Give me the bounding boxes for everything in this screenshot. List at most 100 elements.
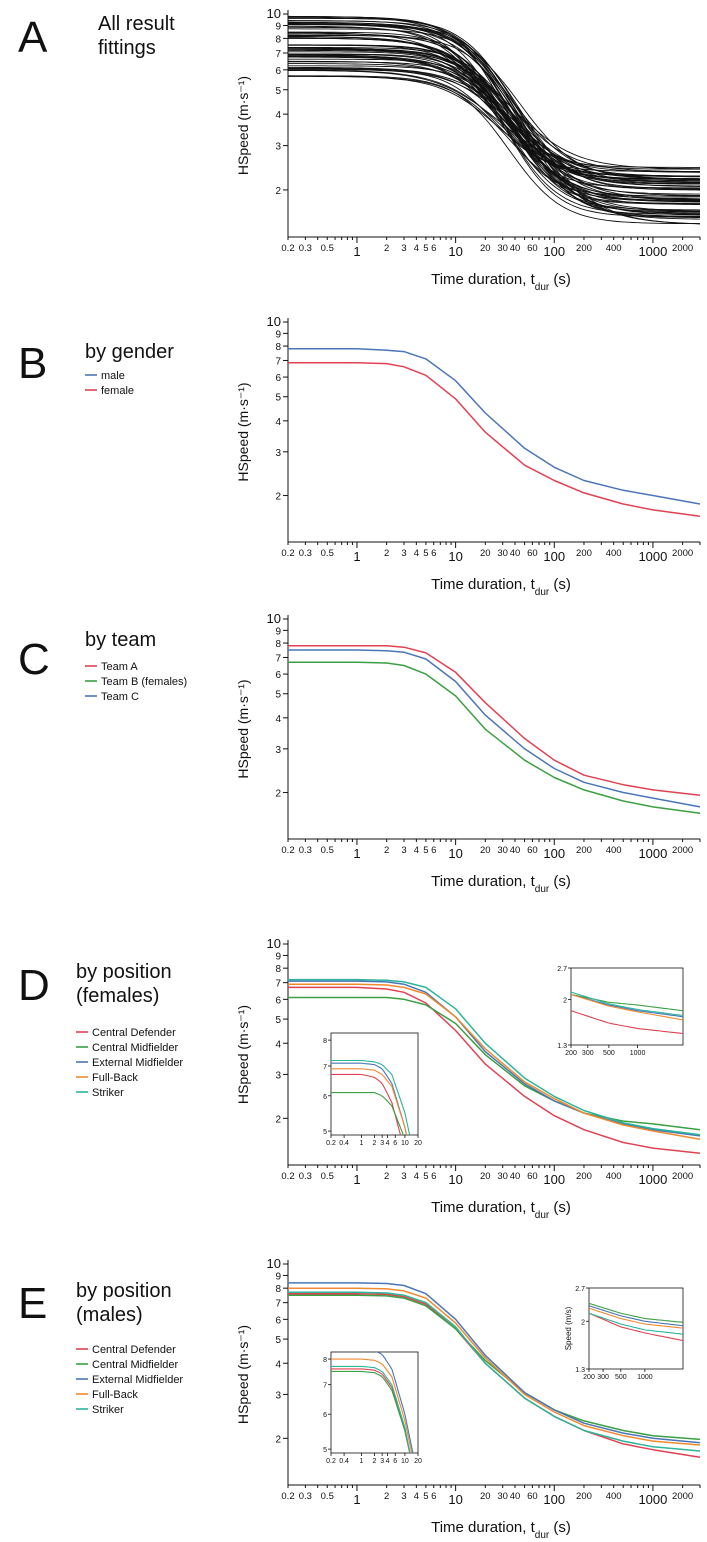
x-tick-label: 0.5 <box>321 1171 334 1182</box>
y-tick-label: 8 <box>275 964 281 975</box>
x-tick-label: 1000 <box>638 846 667 861</box>
y-tick-label: 7 <box>275 653 281 664</box>
inset-x-tick-label: 10 <box>401 1458 409 1465</box>
inset-y-label: Speed (m/s) <box>564 1306 573 1350</box>
y-tick-label: 2 <box>275 1114 281 1125</box>
y-axis-label: HSpeed (m·s⁻¹) <box>235 1325 251 1424</box>
x-tick-label: 0.2 <box>281 1171 294 1182</box>
y-tick-label: 3 <box>275 1390 281 1401</box>
inset-frame <box>570 967 684 1046</box>
x-tick-label: 4 <box>414 1491 419 1502</box>
x-tick-label: 2 <box>384 845 389 856</box>
inset-series-line <box>331 1073 402 1135</box>
panel-title-line: fittings <box>98 37 156 59</box>
x-tick-label: 10 <box>448 1172 462 1187</box>
inset-series-line <box>589 1307 683 1329</box>
x-tick-label: 2 <box>384 1491 389 1502</box>
x-tick-label: 400 <box>606 1491 622 1502</box>
y-tick-label: 9 <box>275 1271 281 1282</box>
x-tick-label: 0.5 <box>321 1491 334 1502</box>
x-axis-label-main: Time duration, t <box>431 1199 535 1216</box>
x-tick-label: 5 <box>423 845 428 856</box>
panel-letter: C <box>18 635 50 684</box>
x-tick-label: 1 <box>353 549 360 564</box>
panel-title-line: by gender <box>85 341 174 363</box>
y-tick-label: 8 <box>275 639 281 650</box>
series-line <box>288 661 701 815</box>
x-tick-label: 0.3 <box>299 1171 312 1182</box>
y-tick-label: 3 <box>275 448 281 459</box>
x-tick-label: 3 <box>401 243 406 254</box>
x-axis-label-unit: (s) <box>549 271 571 288</box>
inset-x-tick-label: 20 <box>414 1140 422 1147</box>
y-tick-label: 9 <box>275 22 281 33</box>
y-tick-label: 7 <box>275 979 281 990</box>
x-axis-label-sub: dur <box>535 282 550 293</box>
inset-x-tick-label: 6 <box>393 1140 397 1147</box>
legend-label: External Midfielder <box>92 1374 183 1386</box>
inset-y-tick-label: 1.3 <box>575 1367 585 1374</box>
y-axis-label: HSpeed (m·s⁻¹) <box>235 382 251 481</box>
y-tick-label: 10 <box>267 611 281 626</box>
inset-frame <box>330 1032 419 1136</box>
x-tick-label: 3 <box>401 1171 406 1182</box>
panel-title-line: by position <box>76 1280 172 1302</box>
x-tick-label: 40 <box>510 243 521 254</box>
inset-y-tick-label: 8 <box>323 1357 327 1364</box>
y-tick-label: 4 <box>275 417 281 428</box>
x-tick-label: 0.2 <box>281 243 294 254</box>
inset-x-tick-label: 1 <box>359 1458 363 1465</box>
panel-letter: E <box>18 1279 47 1328</box>
x-tick-label: 1 <box>353 1172 360 1187</box>
y-tick-label: 4 <box>275 1039 281 1050</box>
inset-series-line <box>331 1358 413 1453</box>
inset-x-tick-label: 300 <box>597 1374 609 1381</box>
x-tick-label: 2 <box>384 1171 389 1182</box>
x-tick-label: 30 <box>497 1491 508 1502</box>
x-tick-label: 3 <box>401 845 406 856</box>
x-axis-label: Time duration, tdur (s) <box>431 873 571 895</box>
x-tick-label: 6 <box>431 1491 436 1502</box>
series-line <box>288 996 701 1131</box>
inset-series-line <box>331 1370 411 1453</box>
inset-x-tick-label: 2 <box>373 1140 377 1147</box>
inset-x-tick-label: 0.4 <box>339 1458 349 1465</box>
y-tick-label: 6 <box>275 373 281 384</box>
legend-label: External Midfielder <box>92 1057 183 1069</box>
x-tick-label: 0.5 <box>321 243 334 254</box>
x-tick-label: 0.3 <box>299 243 312 254</box>
x-axis-label-main: Time duration, t <box>431 576 535 593</box>
inset-series-line <box>589 1305 683 1327</box>
legend-label: Full-Back <box>92 1072 138 1084</box>
x-tick-label: 6 <box>431 548 436 559</box>
series-line <box>288 1287 701 1446</box>
x-tick-label: 10 <box>448 244 462 259</box>
y-tick-label: 6 <box>275 995 281 1006</box>
x-tick-label: 2000 <box>672 548 693 559</box>
panel-title-line: All result <box>98 13 175 35</box>
series-line <box>288 978 701 1136</box>
y-tick-label: 8 <box>275 1284 281 1295</box>
inset-series-line <box>571 991 683 1017</box>
x-axis-label-sub: dur <box>535 884 550 895</box>
panel-title-line: (females) <box>76 985 159 1007</box>
x-tick-label: 60 <box>527 845 538 856</box>
y-tick-label: 2 <box>275 1434 281 1445</box>
inset-series-line <box>331 1068 408 1135</box>
x-tick-label: 200 <box>576 548 592 559</box>
inset-x-tick-label: 500 <box>615 1374 627 1381</box>
x-tick-label: 400 <box>606 243 622 254</box>
inset-x-tick-label: 3 <box>380 1140 384 1147</box>
x-tick-label: 4 <box>414 548 419 559</box>
x-tick-label: 60 <box>527 1171 538 1182</box>
series-line <box>288 649 701 808</box>
x-axis-label: Time duration, tdur (s) <box>431 1199 571 1221</box>
x-tick-label: 30 <box>497 845 508 856</box>
x-tick-label: 20 <box>480 548 491 559</box>
x-tick-label: 100 <box>543 846 565 861</box>
y-tick-label: 8 <box>275 342 281 353</box>
